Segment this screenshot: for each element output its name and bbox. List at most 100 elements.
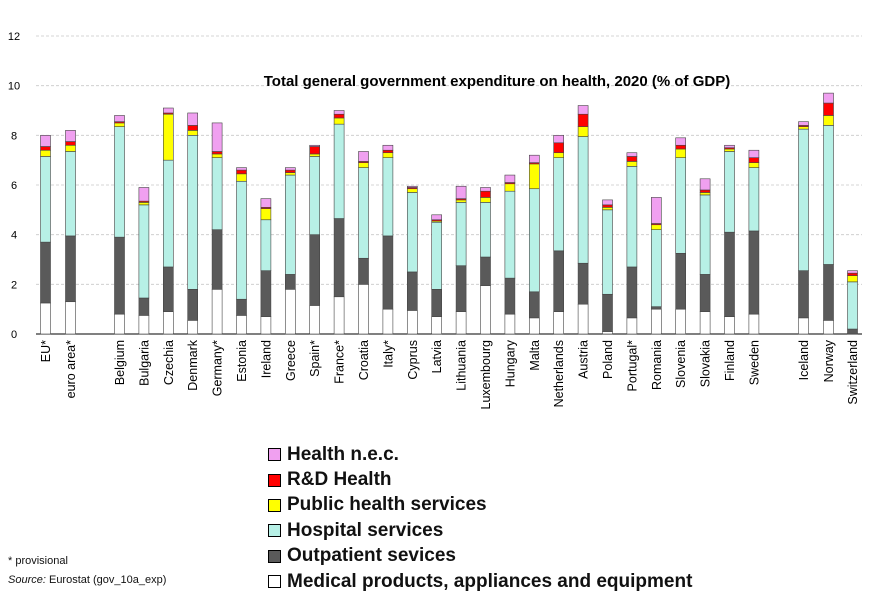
- bar-segment: [626, 317, 638, 335]
- bar-stack: [260, 198, 272, 335]
- bar-segment: [650, 306, 662, 310]
- bar-segment: [748, 313, 760, 335]
- x-tick-label: Ireland: [259, 340, 273, 378]
- bar-segment: [626, 161, 638, 167]
- bar-segment: [211, 157, 223, 231]
- bar-segment: [406, 310, 418, 335]
- bar-stack: [724, 144, 735, 335]
- bar-stack: [553, 135, 565, 335]
- bar-segment: [40, 156, 51, 243]
- bar-segment: [577, 303, 589, 335]
- bar-stack: [431, 214, 443, 335]
- bar-segment: [431, 316, 443, 335]
- bar-segment: [211, 229, 223, 290]
- source-note: Source: Eurostat (gov_10a_exp): [8, 574, 166, 586]
- bar-segment: [358, 257, 369, 285]
- bar-segment: [748, 162, 760, 168]
- bar-stack: [480, 187, 491, 335]
- x-tick-label: Greece: [284, 340, 298, 381]
- bar-segment: [675, 252, 687, 310]
- x-axis-labels: EU* euro area* Belgium Bulgaria Czechia Denma…: [39, 339, 860, 409]
- bar-segment: [138, 297, 150, 316]
- bar-stack: [748, 149, 760, 335]
- bar-segment: [236, 180, 247, 300]
- bar-segment: [626, 152, 638, 157]
- bar-segment: [626, 166, 638, 268]
- y-tick-label: 0: [11, 329, 17, 341]
- bar-stack: [163, 107, 174, 335]
- bar-segment: [577, 126, 589, 137]
- bar-segment: [333, 218, 345, 298]
- legend-item: R&D Health: [268, 467, 692, 492]
- bar-segment: [480, 187, 491, 192]
- x-tick-label: Portugal*: [625, 340, 639, 392]
- bar-segment: [284, 169, 296, 173]
- bar-segment: [163, 311, 174, 335]
- bar-segment: [163, 113, 174, 161]
- bar-segment: [284, 167, 296, 171]
- bar-segment: [504, 174, 516, 183]
- bar-segment: [65, 130, 76, 142]
- bar-segment: [847, 270, 858, 274]
- bar-segment: [699, 274, 711, 312]
- bar-segment: [602, 331, 613, 335]
- bar-stack: [138, 187, 150, 335]
- bar-segment: [675, 157, 687, 254]
- x-tick-label: Hungary: [503, 339, 517, 387]
- bar-segment: [40, 135, 51, 147]
- bar-segment: [724, 151, 735, 233]
- bar-segment: [382, 144, 394, 151]
- bar-segment: [187, 135, 198, 290]
- bar-segment: [675, 148, 687, 158]
- bar-segment: [211, 288, 223, 335]
- bar-segment: [358, 151, 369, 162]
- bar-segment: [284, 288, 296, 335]
- bar-segment: [236, 169, 247, 175]
- bar-segment: [65, 141, 76, 146]
- x-tick-label: Norway: [822, 339, 836, 382]
- y-axis-ticks: 0 2 4 6 8 10 12: [8, 31, 20, 341]
- source-text: Eurostat (gov_10a_exp): [45, 574, 167, 586]
- x-tick-label: Croatia: [357, 340, 371, 380]
- bar-segment: [724, 144, 735, 149]
- bar-segment: [138, 315, 150, 335]
- bar-stack: [602, 199, 613, 335]
- bar-stack: [333, 110, 345, 335]
- bar-segment: [504, 277, 516, 315]
- bar-segment: [847, 275, 858, 283]
- bar-segment: [847, 272, 858, 276]
- bar-segment: [675, 137, 687, 146]
- legend-item: Hospital services: [268, 518, 692, 543]
- bar-segment: [675, 144, 687, 150]
- bar-segment: [480, 202, 491, 258]
- bar-segment: [163, 159, 174, 268]
- bar-segment: [406, 271, 418, 311]
- bar-segment: [260, 208, 272, 221]
- bar-segment: [528, 291, 540, 319]
- bar-stack: [65, 130, 76, 335]
- x-tick-label: Slovenia: [674, 340, 688, 388]
- y-tick-label: 4: [11, 230, 17, 242]
- x-tick-label: France*: [333, 340, 347, 384]
- bar-segment: [358, 162, 369, 168]
- bar-segment: [40, 241, 51, 304]
- y-tick-label: 6: [11, 180, 17, 192]
- legend-label: Medical products, appliances and equipme…: [287, 570, 693, 592]
- bar-segment: [40, 149, 51, 157]
- bar-segment: [333, 296, 345, 335]
- bar-stack: [577, 105, 589, 335]
- bar-segment: [211, 151, 223, 155]
- legend-swatch: [268, 524, 281, 538]
- bar-segment: [699, 311, 711, 335]
- bar-segment: [724, 231, 735, 317]
- bar-segment: [333, 113, 345, 119]
- bar-segment: [309, 234, 321, 306]
- bar-segment: [823, 115, 834, 126]
- bar-segment: [504, 313, 516, 335]
- bar-segment: [823, 264, 834, 321]
- legend-label: Outpatient sevices: [287, 545, 456, 567]
- bar-segment: [431, 214, 443, 221]
- bar-segment: [699, 178, 711, 191]
- bar-segment: [602, 209, 613, 295]
- bar-segment: [847, 281, 858, 330]
